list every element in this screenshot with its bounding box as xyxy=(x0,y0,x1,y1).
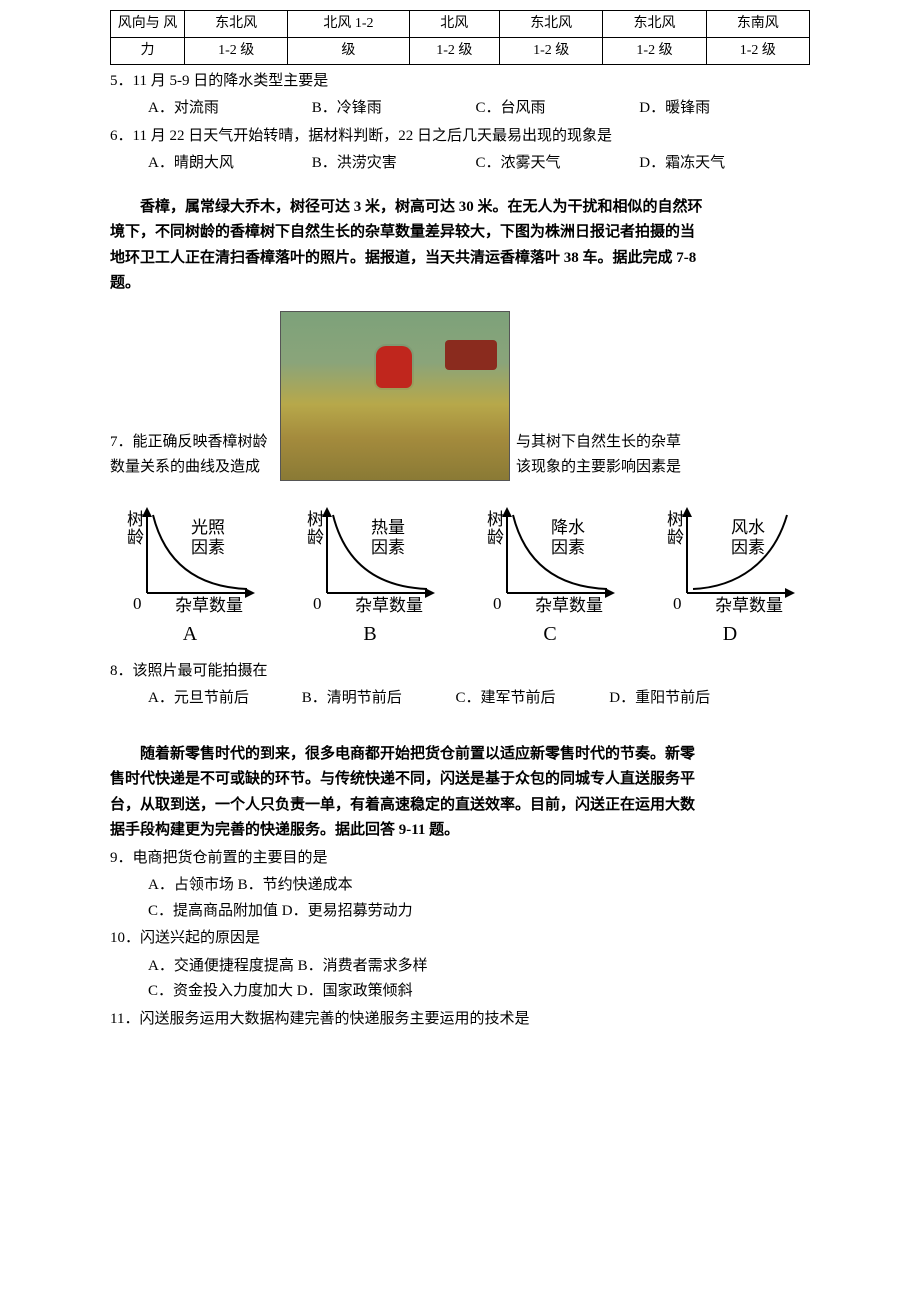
q8-opt-a: A．元旦节前后 xyxy=(148,686,298,712)
origin-label: 0 xyxy=(133,594,142,613)
cell: 1-2 级 xyxy=(185,37,288,64)
q7-left-2: 数量关系的曲线及造成 xyxy=(110,455,280,481)
curve-chart-B: 树 龄 0 杂草数量 热量 因素 xyxy=(295,495,445,615)
curve-letter: A xyxy=(110,617,270,651)
q8-options: A．元旦节前后 B．清明节前后 C．建军节前后 D．重阳节前后 xyxy=(110,686,810,712)
q9-stem: 9．电商把货仓前置的主要目的是 xyxy=(110,846,810,872)
curves-row: 树 龄 0 杂草数量 光照 因素 A 树 龄 0 杂草数量 热量 因素 xyxy=(110,495,810,651)
passage1-line2: 境下，不同树龄的香樟树下自然生长的杂草数量差异较大，下图为株洲日报记者拍摄的当 xyxy=(110,220,810,246)
y-label: 龄 xyxy=(307,528,324,547)
passage2-line4: 据手段构建更为完善的快递服务。据此回答 9-11 题。 xyxy=(110,818,810,844)
q5-opt-c: C．台风雨 xyxy=(476,96,636,122)
q5-opt-d: D．暖锋雨 xyxy=(639,96,799,122)
passage2-line2: 售时代快递是不可或缺的环节。与传统快递不同，闪送是基于众包的同城专人直送服务平 xyxy=(110,767,810,793)
q5-options: A．对流雨 B．冷锋雨 C．台风雨 D．暖锋雨 xyxy=(110,96,810,122)
x-label: 杂草数量 xyxy=(175,596,243,615)
q9-opt-c: C．提高商品附加值 xyxy=(148,899,278,925)
y-label: 龄 xyxy=(127,528,144,547)
factor-label: 热量 xyxy=(371,518,405,537)
factor-label: 因素 xyxy=(731,538,765,557)
x-label: 杂草数量 xyxy=(715,596,783,615)
y-label: 龄 xyxy=(487,528,504,547)
curve-letter: B xyxy=(290,617,450,651)
q6-opt-c: C．浓雾天气 xyxy=(476,151,636,177)
q8-stem: 8．该照片最可能拍摄在 xyxy=(110,659,810,685)
origin-label: 0 xyxy=(313,594,322,613)
q6-options: A．晴朗大风 B．洪涝灾害 C．浓雾天气 D．霜冻天气 xyxy=(110,151,810,177)
q9-options: A．占领市场 B．节约快递成本 C．提高商品附加值 D．更易招募劳动力 xyxy=(110,873,810,924)
cell: 1-2 级 xyxy=(409,37,499,64)
factor-label: 风水 xyxy=(731,518,765,537)
q9-opt-d: D．更易招募劳动力 xyxy=(282,899,413,925)
row-header-2: 力 xyxy=(111,37,185,64)
curve-pane-D: 树 龄 0 杂草数量 风水 因素 D xyxy=(650,495,810,651)
cell: 级 xyxy=(288,37,409,64)
curve-letter: D xyxy=(650,617,810,651)
curve-pane-B: 树 龄 0 杂草数量 热量 因素 B xyxy=(290,495,450,651)
photo-image xyxy=(280,311,510,481)
cell: 北风 xyxy=(409,11,499,38)
q7-right-2: 该现象的主要影响因素是 xyxy=(516,455,730,481)
q6-stem: 6．11 月 22 日天气开始转晴，据材料判断，22 日之后几天最易出现的现象是 xyxy=(110,124,810,150)
passage2-line3: 台，从取到送，一个人只负责一单，有着高速稳定的直送效率。目前，闪送正在运用大数 xyxy=(110,793,810,819)
cell: 1-2 级 xyxy=(706,37,809,64)
factor-label: 因素 xyxy=(371,538,405,557)
factor-label: 降水 xyxy=(551,518,585,537)
factor-label: 因素 xyxy=(551,538,585,557)
q8-opt-c: C．建军节前后 xyxy=(456,686,606,712)
q7-right-1: 与其树下自然生长的杂草 xyxy=(516,430,730,456)
curve-chart-C: 树 龄 0 杂草数量 降水 因素 xyxy=(475,495,625,615)
q5-opt-a: A．对流雨 xyxy=(148,96,308,122)
x-label: 杂草数量 xyxy=(355,596,423,615)
curve-chart-D: 树 龄 0 杂草数量 风水 因素 xyxy=(655,495,805,615)
y-label: 树 xyxy=(127,510,144,529)
passage1-line1: 香樟，属常绿大乔木，树径可达 3 米，树高可达 30 米。在无人为干扰和相似的自… xyxy=(110,195,810,221)
q7-left-1: 7．能正确反映香樟树龄 xyxy=(110,430,280,456)
curve-pane-A: 树 龄 0 杂草数量 光照 因素 A xyxy=(110,495,270,651)
origin-label: 0 xyxy=(673,594,682,613)
cell: 北风 1-2 xyxy=(288,11,409,38)
q8-opt-d: D．重阳节前后 xyxy=(609,686,759,712)
q10-opt-a: A．交通便捷程度提高 xyxy=(148,954,294,980)
curve-pane-C: 树 龄 0 杂草数量 降水 因素 C xyxy=(470,495,630,651)
passage1-line4: 题。 xyxy=(110,271,810,297)
origin-label: 0 xyxy=(493,594,502,613)
q5-stem: 5．11 月 5-9 日的降水类型主要是 xyxy=(110,69,810,95)
q9-opt-b: B．节约快递成本 xyxy=(238,873,353,899)
y-label: 树 xyxy=(487,510,504,529)
q6-opt-d: D．霜冻天气 xyxy=(639,151,799,177)
passage1-line3: 地环卫工人正在清扫香樟落叶的照片。据报道，当天共清运香樟落叶 38 车。据此完成… xyxy=(110,246,810,272)
cell: 东北风 xyxy=(185,11,288,38)
q10-opt-c: C．资金投入力度加大 xyxy=(148,979,293,1005)
factor-label: 光照 xyxy=(191,518,225,537)
q6-opt-b: B．洪涝灾害 xyxy=(312,151,472,177)
cell: 1-2 级 xyxy=(603,37,706,64)
cell: 1-2 级 xyxy=(500,37,603,64)
x-label: 杂草数量 xyxy=(535,596,603,615)
y-label: 树 xyxy=(307,510,324,529)
curve-letter: C xyxy=(470,617,630,651)
q10-options: A．交通便捷程度提高 B．消费者需求多样 C．资金投入力度加大 D．国家政策倾斜 xyxy=(110,954,810,1005)
q6-opt-a: A．晴朗大风 xyxy=(148,151,308,177)
q10-stem: 10．闪送兴起的原因是 xyxy=(110,926,810,952)
row-header-1: 风向与 风 xyxy=(111,11,185,38)
photo-block: 7．能正确反映香樟树龄 数量关系的曲线及造成 与其树下自然生长的杂草 该现象的主… xyxy=(110,311,810,481)
cell: 东北风 xyxy=(603,11,706,38)
cell: 东南风 xyxy=(706,11,809,38)
q10-opt-b: B．消费者需求多样 xyxy=(298,954,428,980)
q10-opt-d: D．国家政策倾斜 xyxy=(297,979,413,1005)
q8-opt-b: B．清明节前后 xyxy=(302,686,452,712)
y-label: 龄 xyxy=(667,528,684,547)
q5-opt-b: B．冷锋雨 xyxy=(312,96,472,122)
q11-stem: 11．闪送服务运用大数据构建完善的快递服务主要运用的技术是 xyxy=(110,1007,810,1033)
weather-table: 风向与 风 东北风 北风 1-2 北风 东北风 东北风 东南风 力 1-2 级 … xyxy=(110,10,810,65)
curve-chart-A: 树 龄 0 杂草数量 光照 因素 xyxy=(115,495,265,615)
q9-opt-a: A．占领市场 xyxy=(148,873,234,899)
passage2-line1: 随着新零售时代的到来，很多电商都开始把货仓前置以适应新零售时代的节奏。新零 xyxy=(110,742,810,768)
y-label: 树 xyxy=(667,510,684,529)
cell: 东北风 xyxy=(500,11,603,38)
factor-label: 因素 xyxy=(191,538,225,557)
